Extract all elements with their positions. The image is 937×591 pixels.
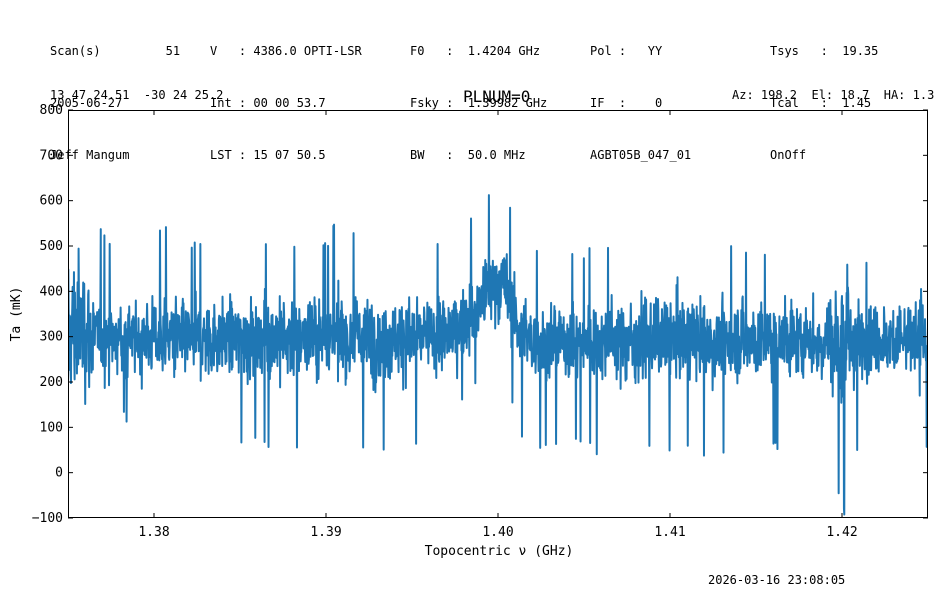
project-label: AGBT05B_047_01 — [590, 148, 692, 162]
x-tick-label: 1.41 — [654, 525, 685, 540]
y-tick-label: 300 — [40, 330, 63, 345]
y-tick-label: 0 — [55, 466, 63, 481]
x-tick-label: 1.39 — [310, 525, 341, 540]
fsky-label: Fsky : 1.39982 GHz — [410, 96, 548, 110]
header-col1: Scan(s) 51 2005-06-27 Jeff Mangum — [50, 16, 180, 186]
header-col2: V : 4386.0 OPTI-LSR Int : 00 00 53.7 LST… — [210, 16, 362, 186]
y-tick-label: 600 — [40, 194, 63, 209]
y-tick-label: 400 — [40, 284, 63, 299]
source-coordinates: 13 47 24.51 -30 24 25.2 — [50, 88, 224, 102]
y-tick-label: 500 — [40, 239, 63, 254]
x-tick-label: 1.40 — [482, 525, 513, 540]
y-tick-label: 800 — [40, 103, 63, 118]
x-axis-label: Topocentric ν (GHz) — [425, 544, 574, 559]
if-label: IF : 0 — [590, 96, 663, 110]
header-col4: Pol : YY IF : 0 AGBT05B_047_01 — [590, 16, 691, 186]
pol-label: Pol : YY — [590, 44, 663, 58]
bw-label: BW : 50.0 MHz — [410, 148, 526, 162]
x-tick-label: 1.42 — [826, 525, 857, 540]
header-col5: Tsys : 19.35 Tcal : 1.45 OnOff — [770, 16, 878, 186]
spectrum-line — [68, 194, 928, 516]
y-axis: −100 0 100 200 300 400 500 600 700 800 — [32, 103, 928, 526]
series-layer — [68, 194, 928, 516]
y-tick-label: −100 — [32, 511, 63, 526]
y-tick-label: 100 — [40, 420, 63, 435]
procedure-label: OnOff — [770, 148, 807, 162]
x-tick-label: 1.38 — [138, 525, 169, 540]
az-el-ha: Az: 198.2 El: 18.7 HA: 1.3 — [732, 88, 935, 102]
integration-label: Int : 00 00 53.7 — [210, 96, 326, 110]
y-tick-label: 200 — [40, 375, 63, 390]
f0-label: F0 : 1.4204 GHz — [410, 44, 541, 58]
footer-timestamp: 2026-03-16 23:08:05 — [708, 573, 846, 587]
x-axis: 1.38 1.39 1.40 1.41 1.42 — [138, 110, 858, 540]
velocity-label: V : 4386.0 OPTI-LSR — [210, 44, 362, 58]
chart-title: PLNUM=0 — [463, 87, 531, 106]
observer-label: Jeff Mangum — [50, 148, 130, 162]
y-axis-label: Ta (mK) — [9, 287, 24, 342]
header-col3: F0 : 1.4204 GHz Fsky : 1.39982 GHz BW : … — [410, 16, 547, 186]
lst-label: LST : 15 07 50.5 — [210, 148, 326, 162]
tcal-label: Tcal : 1.45 — [770, 96, 872, 110]
date-label: 2005-06-27 — [50, 96, 123, 110]
tsys-label: Tsys : 19.35 — [770, 44, 879, 58]
scan-label: Scan(s) 51 — [50, 44, 181, 58]
y-tick-label: 700 — [40, 148, 63, 163]
